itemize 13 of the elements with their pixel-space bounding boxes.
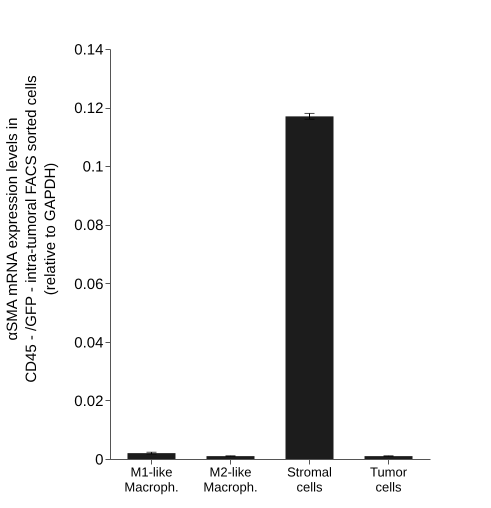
y-tick-label: 0.1 bbox=[82, 158, 104, 176]
y-tick-label: 0.14 bbox=[74, 42, 104, 58]
y-tick-label: 0.04 bbox=[74, 334, 104, 352]
y-tick-label: 0.02 bbox=[74, 392, 104, 410]
y-tick-label: 0.08 bbox=[74, 217, 104, 234]
y-tick-label: 0 bbox=[95, 452, 104, 468]
y-tick-label: 0.12 bbox=[74, 100, 104, 118]
y-tick-label: 0.06 bbox=[74, 276, 104, 293]
y-axis-title: αSMA mRNA expression levels in CD45 - /GFP - intra-tumoral FACS sorted cells (relative to GAPDH) bbox=[4, 75, 59, 383]
x-tick-label: M2-like Macroph. bbox=[203, 464, 258, 494]
x-tick-label: Tumor cells bbox=[370, 464, 408, 494]
x-tick-label: Stromal cells bbox=[287, 464, 332, 494]
x-tick-label: M1-like Macroph. bbox=[124, 464, 179, 494]
